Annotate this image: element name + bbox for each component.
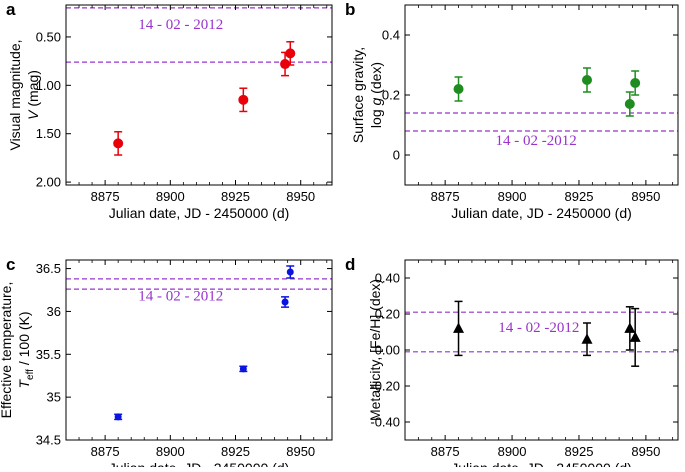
x-tick-label: 8900 [498,189,527,204]
y-tick-label: 0.50 [36,29,61,44]
x-axis-label: Julian date, JD - 2450000 (d) [451,205,632,221]
x-tick-label: 8950 [631,189,660,204]
y-tick-label: 34.5 [36,433,61,448]
data-point [453,322,465,333]
panel-d: d 8875 8900 8925 8950 -0.40 -0.20 0.00 0.20 0.40 J… [345,255,679,472]
data-point [239,365,247,373]
y-axis-label-line2: Teff / 100 (K) [16,311,36,388]
data-point [281,298,289,306]
data-point [286,268,294,276]
x-tick-label: 8900 [156,444,185,459]
x-tick-label: 8925 [221,444,250,459]
panel-letter: d [345,255,355,274]
y-tick-label: 0.20 [375,307,400,322]
data-point [113,138,124,149]
data-point [285,48,296,59]
y-tick-label: 0.40 [375,271,400,286]
panel-letter: a [6,0,16,19]
panel-letter: c [6,255,15,274]
x-tick-label: 8875 [431,444,460,459]
x-tick-label: 8875 [91,444,120,459]
annotation-date: 14 - 02 - 2012 [138,17,223,33]
x-tick-label: 8875 [91,189,120,204]
y-tick-label: 1.50 [36,126,61,141]
x-axis-label: Julian date, JD - 2450000 (d) [109,460,290,467]
y-tick-label: 0.00 [375,343,400,358]
data-point [280,59,291,70]
data-point [624,322,636,333]
panel-a: a 8875 8900 8925 8950 0.50 1.00 1.50 2.00 Julian … [6,0,333,221]
panel-letter: b [345,0,355,19]
data-point [114,413,122,421]
y-tick-label: 0.4 [382,28,400,43]
data-point [238,94,249,105]
y-tick-label: 0.2 [382,88,400,103]
data-point [629,331,641,342]
y-tick-label: 0 [393,148,400,163]
panel-b: b 8875 8900 8925 8950 0 0.2 0.4 Julian date, JD … [345,0,679,221]
y-tick-label: 35.5 [36,347,61,362]
y-tick-label: 36 [47,304,61,319]
data-point [453,84,464,94]
y-axis-label-line2: V (mag) [25,70,41,120]
x-tick-label: 8925 [565,189,594,204]
y-axis-label: Visual magnitude, [7,39,23,150]
annotation-date: 14 - 02 -2012 [498,320,579,336]
x-tick-label: 8950 [286,189,315,204]
data-point [630,78,641,88]
y-axis-label: Effective temperature, [0,282,14,419]
x-tick-label: 8900 [498,444,527,459]
y-axis-label: Surface gravity, [350,47,366,143]
x-axis-label: Julian date, JD - 2450000 (d) [451,460,632,467]
data-point [624,99,635,109]
annotation-date: 14 - 02 -2012 [496,133,577,149]
x-tick-label: 8875 [431,189,460,204]
y-tick-label: -0.40 [370,415,400,430]
x-tick-label: 8950 [286,444,315,459]
plot-frame [404,259,679,441]
x-tick-label: 8950 [631,444,660,459]
y-tick-label: 36.5 [36,261,61,276]
y-tick-label: -0.20 [370,379,400,394]
y-tick-label: 35 [47,390,61,405]
x-axis-label: Julian date, JD - 2450000 (d) [109,205,290,221]
panel-c: c 8875 8900 8925 8950 34.5 35 35.5 36 36.5 Julian … [0,255,333,472]
y-axis-label: Metallicity, [Fe/H] (dex) [367,279,383,421]
y-tick-label: 1.00 [36,78,61,93]
x-tick-label: 8925 [565,444,594,459]
data-point [582,75,592,85]
y-axis-label-line2: log g (dex) [368,62,384,128]
y-tick-label: 2.00 [36,175,61,190]
annotation-date: 14 - 02 - 2012 [138,288,223,304]
x-tick-label: 8925 [221,189,250,204]
data-point [581,333,593,344]
plot-frame [65,4,333,186]
x-tick-label: 8900 [156,189,185,204]
plot-frame [65,259,333,441]
